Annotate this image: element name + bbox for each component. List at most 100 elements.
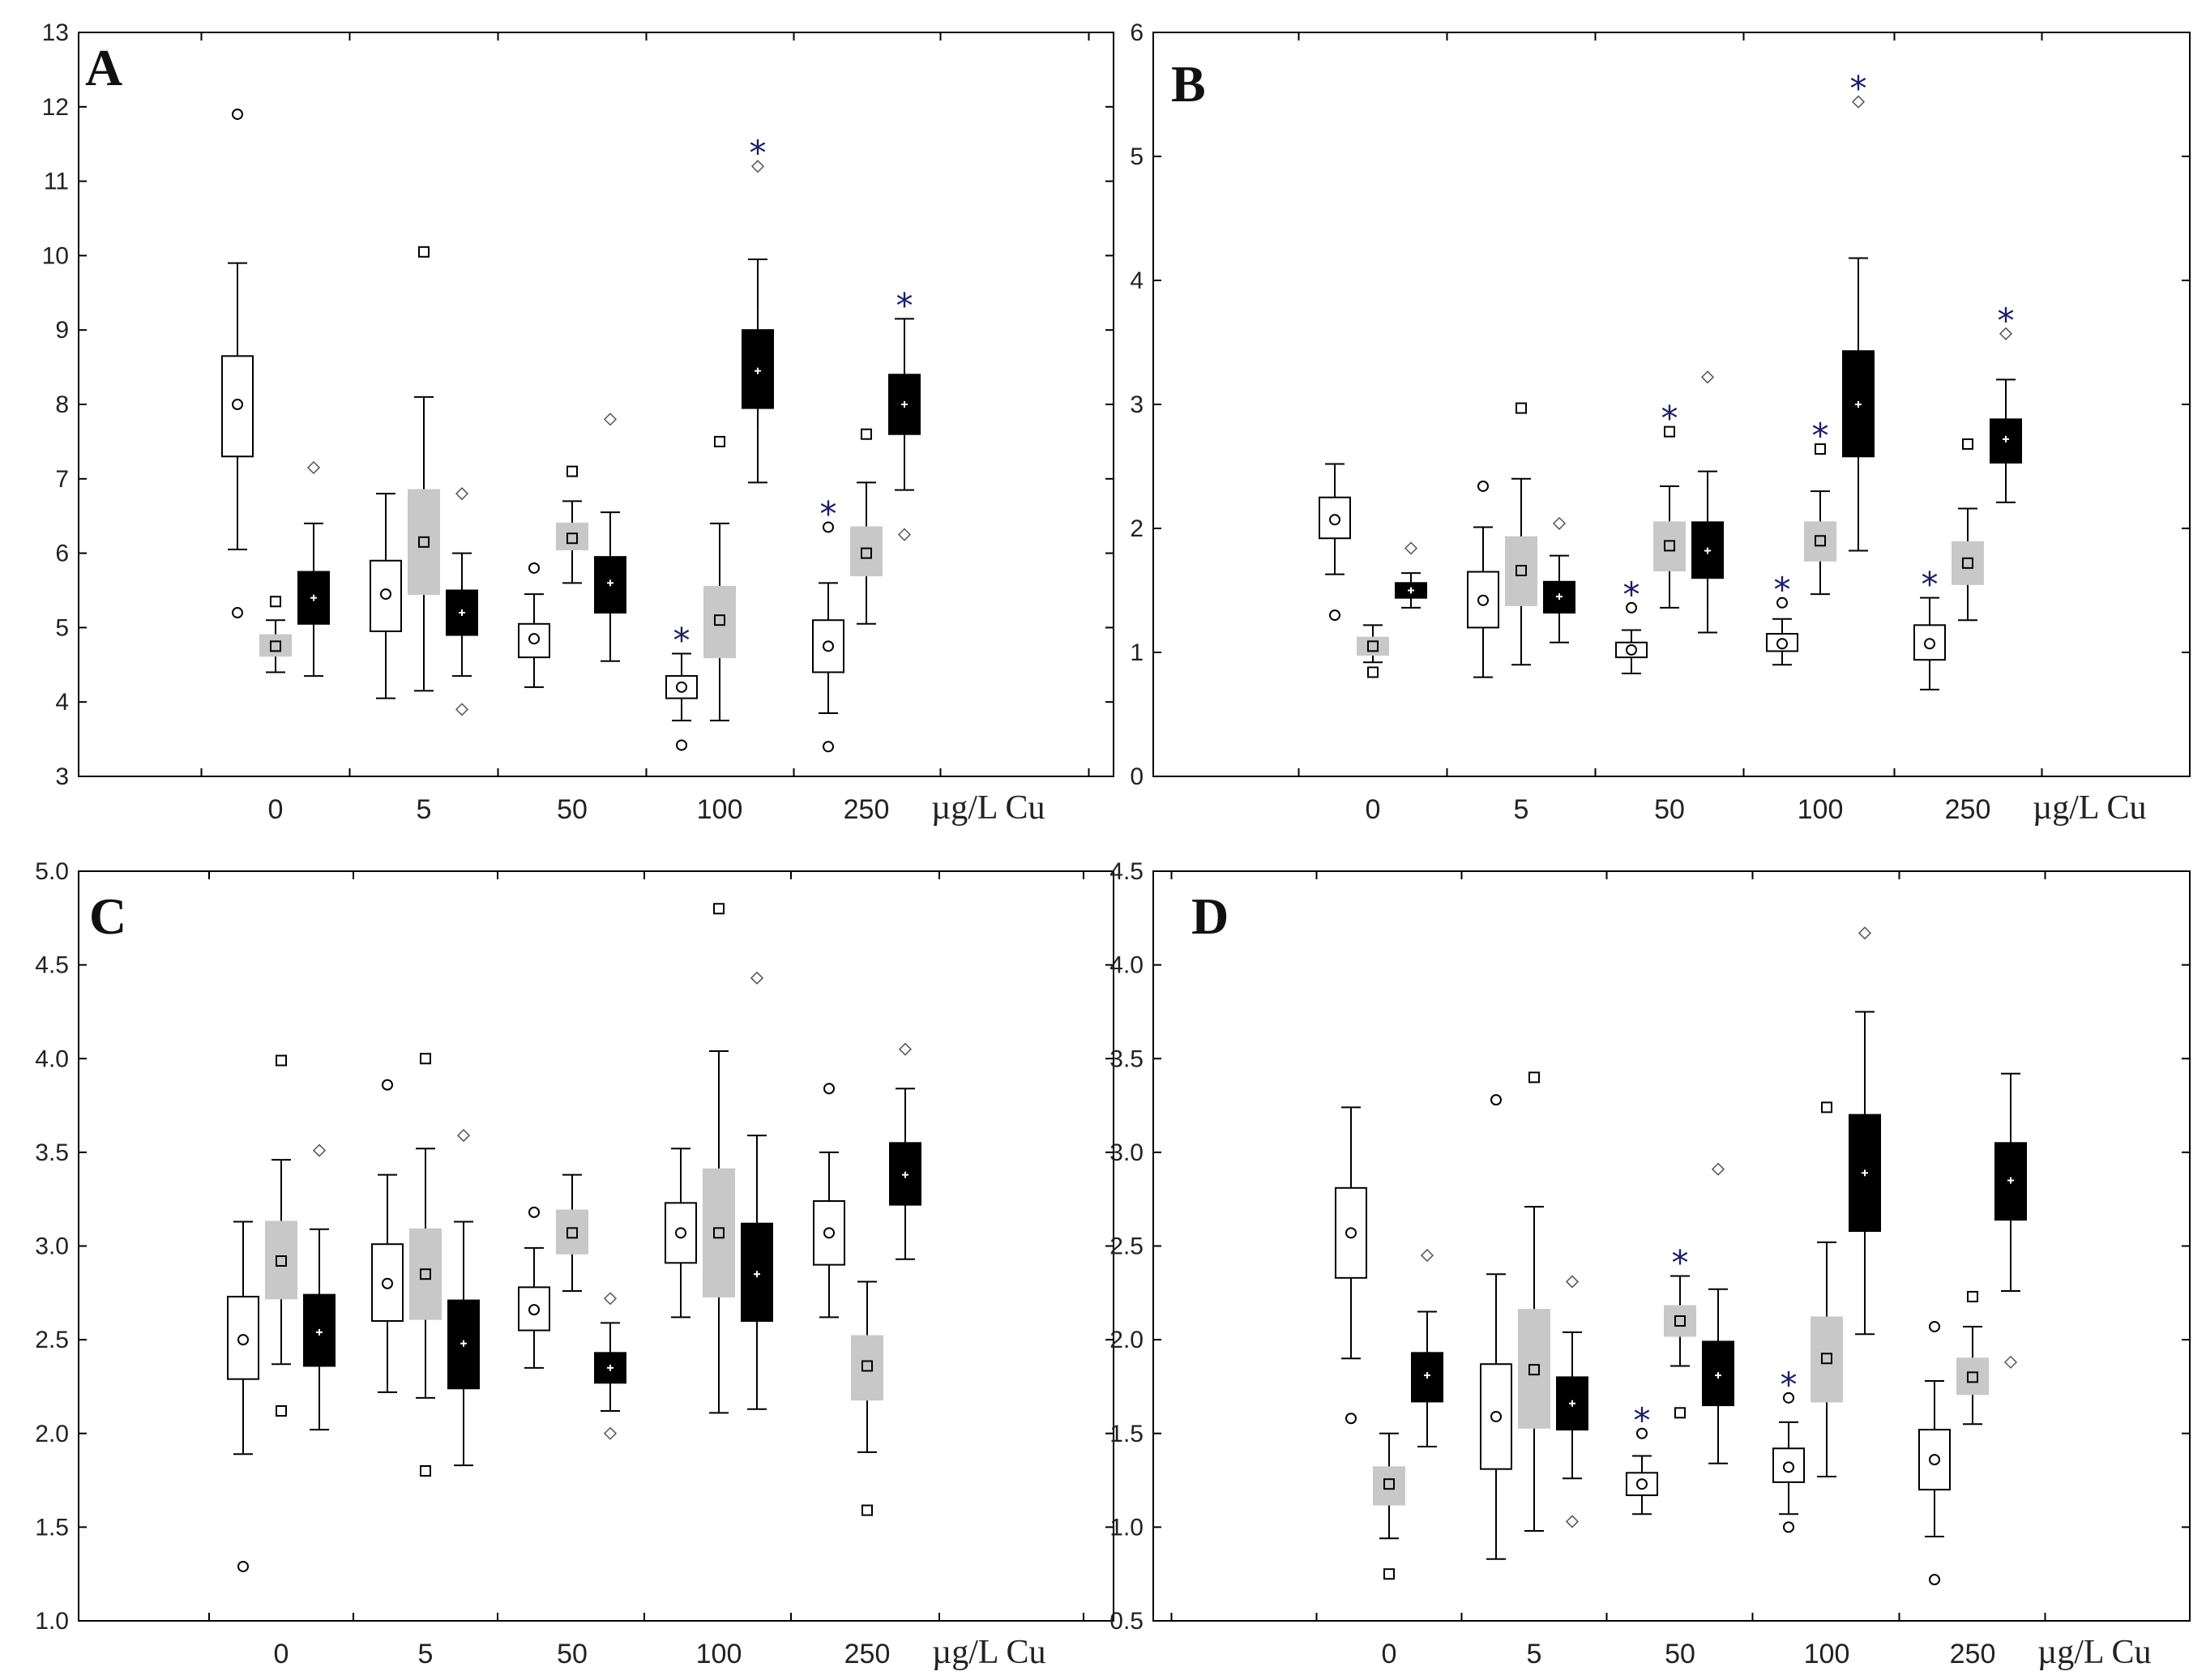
significance-star: * (1850, 69, 1867, 109)
box-white (1480, 1363, 1512, 1470)
box-white (1772, 1447, 1805, 1483)
panel-letter: D (1191, 887, 1229, 945)
outlier-point (566, 465, 578, 477)
box-gray (1653, 521, 1686, 572)
outlier-point (1962, 438, 1973, 450)
y-tick-label: 2.0 (35, 1421, 69, 1447)
median-marker (823, 640, 834, 652)
box-white (1766, 633, 1798, 652)
outlier-point (528, 1206, 540, 1218)
outlier-point (1565, 1275, 1580, 1289)
outlier-point (1700, 370, 1715, 384)
y-tick-label: 6 (1130, 19, 1144, 46)
x-category-label: 50 (557, 794, 588, 825)
x-unit-label: µg/L Cu (932, 1634, 1045, 1671)
x-unit-label: µg/L Cu (931, 789, 1045, 827)
outlier-point (1851, 95, 1866, 109)
outlier-point (676, 739, 687, 751)
median-marker (714, 614, 725, 626)
median-marker (270, 640, 281, 652)
box-white (1335, 1186, 1367, 1279)
outlier-point (1636, 1427, 1648, 1439)
outlier-point (418, 246, 430, 258)
median-marker (1383, 1478, 1395, 1490)
x-category-label: 0 (274, 1639, 289, 1669)
median-marker (713, 1227, 725, 1239)
outlier-point (1858, 926, 1872, 940)
box-gray (1373, 1466, 1405, 1506)
outlier-point (1821, 1101, 1832, 1114)
box-gray (409, 1228, 442, 1320)
panel-letter: C (89, 887, 126, 945)
box-gray (1505, 536, 1537, 606)
x-unit-label: µg/L Cu (2037, 1634, 2151, 1671)
median-marker (237, 1334, 249, 1346)
median-marker (1674, 1315, 1686, 1327)
box-black (1849, 1114, 1881, 1232)
outlier-point (1329, 609, 1340, 622)
y-tick-label: 4 (55, 689, 69, 716)
y-tick-label: 3.0 (35, 1233, 69, 1260)
outlier-point (861, 428, 872, 440)
y-tick-label: 1.0 (1109, 1514, 1144, 1541)
outlier-point (420, 1053, 431, 1065)
median-marker (861, 1360, 873, 1372)
significance-star: * (750, 133, 767, 173)
outlier-point (382, 1079, 393, 1091)
outlier-point (823, 521, 834, 533)
outlier-point (1552, 516, 1567, 530)
median-marker (1815, 535, 1826, 547)
significance-star: * (1922, 565, 1939, 605)
box-white (221, 355, 254, 458)
outlier-point (1776, 596, 1788, 609)
median-marker (1783, 1461, 1794, 1473)
outlier-point (603, 413, 618, 426)
y-tick-label: 4.0 (1109, 952, 1144, 979)
y-tick-label: 12 (42, 94, 69, 121)
y-tick-label: 5 (1130, 143, 1144, 170)
outlier-point (528, 562, 540, 574)
y-tick-label: 2 (1130, 515, 1144, 542)
outlier-point (897, 528, 912, 541)
panel-a: 3 4 5 6 7 8 9 10 11 12 13 0 5 50 100 250 µg/L Cu A * * * * (42, 19, 1114, 827)
outlier-point (1929, 1574, 1940, 1586)
outlier-point (1664, 425, 1675, 438)
y-tick-label: 0 (1130, 763, 1144, 790)
x-category-label: 50 (557, 1639, 588, 1669)
y-tick-label: 0.5 (1109, 1608, 1144, 1635)
y-tick-label: 6 (55, 541, 69, 567)
box-gray (1518, 1309, 1550, 1429)
outlier-point (232, 607, 243, 619)
outlier-point (1626, 601, 1637, 613)
outlier-point (1967, 1290, 1978, 1302)
median-marker (676, 681, 687, 693)
significance-star: * (673, 621, 690, 660)
x-category-label: 0 (1382, 1639, 1397, 1669)
median-marker (528, 1304, 540, 1316)
x-category-label: 5 (417, 794, 432, 825)
median-marker (1776, 638, 1788, 650)
y-tick-label: 2.0 (1109, 1327, 1144, 1353)
box-white (665, 675, 698, 699)
outlier-point (1815, 443, 1826, 455)
outlier-point (823, 1083, 835, 1095)
median-marker (1345, 1227, 1357, 1239)
box-gray (703, 585, 736, 659)
outlier-point (1367, 666, 1379, 678)
outlier-point (1477, 480, 1489, 492)
y-tick-label: 4.5 (1109, 858, 1144, 885)
y-tick-label: 2.5 (35, 1327, 69, 1353)
outlier-point (1999, 327, 2013, 340)
significance-star: * (896, 285, 913, 325)
median-marker (1329, 514, 1340, 526)
median-marker (528, 633, 540, 645)
box-gray (265, 1220, 297, 1300)
box-white (665, 1202, 697, 1264)
median-marker (566, 532, 578, 545)
outlier-point (312, 1144, 327, 1157)
y-tick-label: 11 (44, 169, 69, 195)
significance-star: * (820, 494, 837, 533)
box-gray (850, 526, 883, 577)
outlier-point (713, 903, 725, 915)
